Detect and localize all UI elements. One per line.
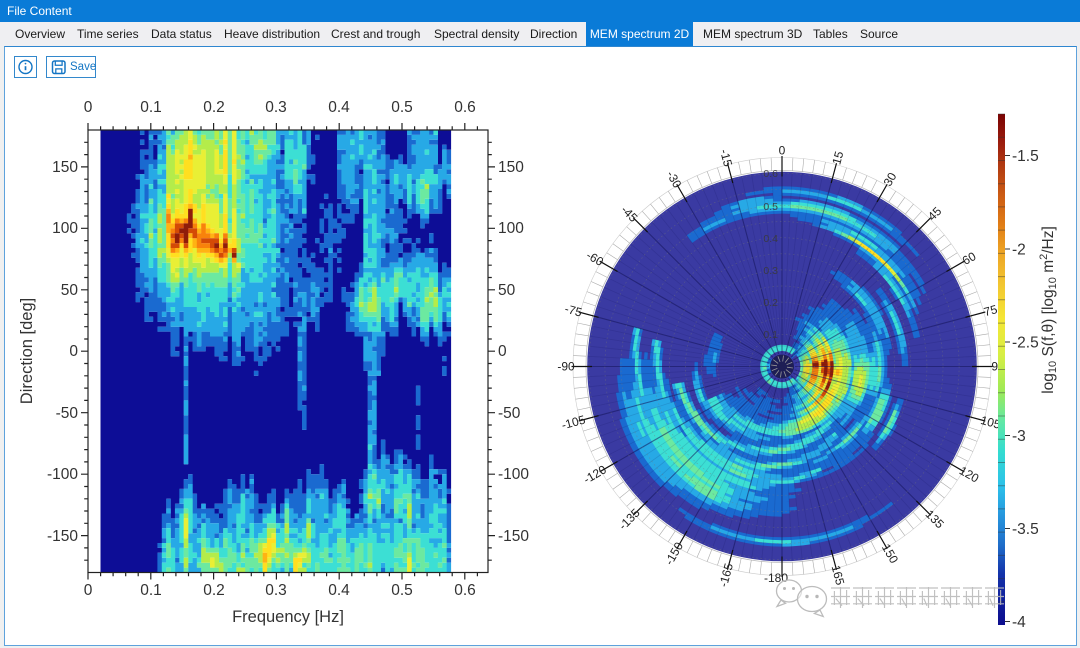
svg-text:0.5: 0.5 bbox=[391, 582, 413, 599]
svg-text:100: 100 bbox=[52, 220, 78, 237]
svg-text:0.5: 0.5 bbox=[391, 99, 413, 116]
svg-text:0.2: 0.2 bbox=[763, 297, 778, 309]
svg-text:0.1: 0.1 bbox=[763, 329, 778, 341]
svg-text:-150: -150 bbox=[498, 528, 529, 545]
svg-text:0.2: 0.2 bbox=[203, 582, 225, 599]
svg-text:-150: -150 bbox=[662, 539, 686, 567]
svg-text:120: 120 bbox=[957, 463, 982, 485]
svg-text:105: 105 bbox=[979, 413, 1002, 432]
svg-text:0.4: 0.4 bbox=[328, 582, 350, 599]
svg-text:-3.5: -3.5 bbox=[1012, 521, 1039, 538]
svg-text:0.3: 0.3 bbox=[265, 99, 287, 116]
svg-text:-15: -15 bbox=[717, 148, 735, 169]
svg-text:-120: -120 bbox=[581, 462, 609, 486]
svg-text:-4: -4 bbox=[1012, 614, 1026, 631]
svg-text:0.3: 0.3 bbox=[265, 582, 287, 599]
svg-text:0.4: 0.4 bbox=[763, 233, 778, 245]
svg-text:-75: -75 bbox=[563, 302, 584, 320]
svg-text:log10 S(f,θ) [log10 m2/Hz]: log10 S(f,θ) [log10 m2/Hz] bbox=[1038, 226, 1059, 394]
svg-text:0.3: 0.3 bbox=[763, 265, 778, 277]
svg-text:0: 0 bbox=[84, 582, 93, 599]
svg-text:Frequency [Hz]: Frequency [Hz] bbox=[232, 608, 344, 626]
svg-text:-60: -60 bbox=[584, 248, 606, 269]
svg-text:50: 50 bbox=[61, 282, 79, 299]
svg-text:100: 100 bbox=[498, 220, 524, 237]
svg-text:0.6: 0.6 bbox=[763, 168, 778, 180]
svg-text:-50: -50 bbox=[498, 405, 521, 422]
svg-text:-2: -2 bbox=[1012, 242, 1026, 259]
svg-text:150: 150 bbox=[52, 159, 78, 176]
svg-text:-3: -3 bbox=[1012, 428, 1026, 445]
svg-text:0: 0 bbox=[69, 343, 78, 360]
svg-text:0.2: 0.2 bbox=[203, 99, 225, 116]
svg-text:-1.5: -1.5 bbox=[1012, 148, 1039, 165]
svg-text:-90: -90 bbox=[557, 360, 575, 374]
svg-text:75: 75 bbox=[982, 302, 999, 319]
svg-text:Direction [deg]: Direction [deg] bbox=[18, 298, 36, 404]
svg-text:0.6: 0.6 bbox=[454, 99, 476, 116]
svg-text:-50: -50 bbox=[56, 405, 79, 422]
svg-text:-30: -30 bbox=[664, 168, 685, 190]
svg-text:0: 0 bbox=[498, 343, 507, 360]
svg-text:-105: -105 bbox=[560, 412, 587, 432]
svg-text:165: 165 bbox=[829, 564, 848, 587]
svg-text:0.4: 0.4 bbox=[328, 99, 350, 116]
svg-text:0.5: 0.5 bbox=[763, 201, 778, 213]
svg-text:15: 15 bbox=[829, 149, 846, 166]
svg-text:0.1: 0.1 bbox=[140, 582, 162, 599]
svg-text:50: 50 bbox=[498, 282, 516, 299]
svg-text:30: 30 bbox=[881, 170, 900, 189]
svg-text:-100: -100 bbox=[47, 466, 78, 483]
svg-text:-100: -100 bbox=[498, 466, 529, 483]
svg-text:150: 150 bbox=[498, 159, 524, 176]
svg-text:0: 0 bbox=[84, 99, 93, 116]
svg-text:60: 60 bbox=[960, 249, 979, 268]
svg-text:-150: -150 bbox=[47, 528, 78, 545]
svg-text:-2.5: -2.5 bbox=[1012, 335, 1039, 352]
svg-text:0.1: 0.1 bbox=[140, 99, 162, 116]
svg-text:-165: -165 bbox=[716, 561, 736, 588]
svg-text:0: 0 bbox=[779, 144, 786, 158]
svg-text:0.6: 0.6 bbox=[454, 582, 476, 599]
svg-text:150: 150 bbox=[879, 541, 901, 566]
